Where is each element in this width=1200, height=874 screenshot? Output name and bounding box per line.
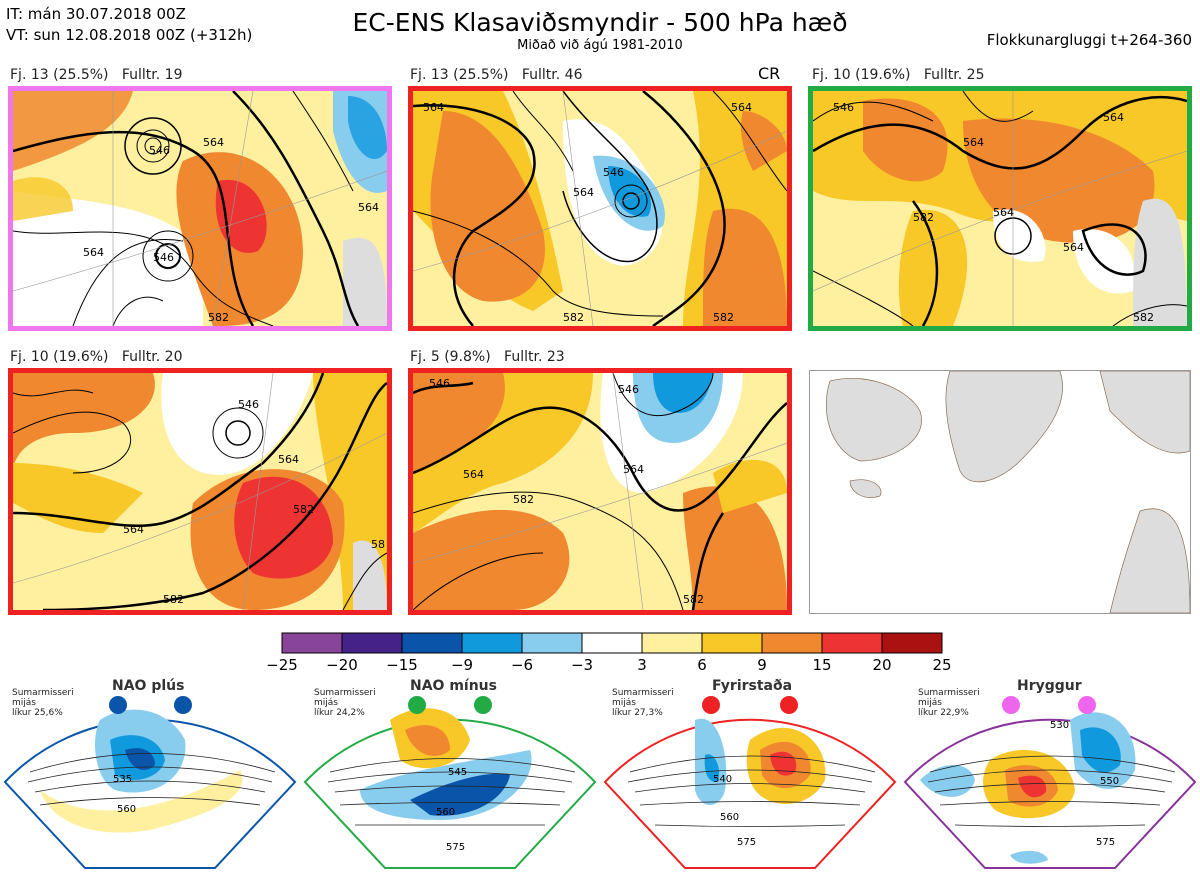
color-scale-tick: 25 [932,656,952,674]
color-swatch [821,632,883,654]
color-scale-tick: −20 [326,656,358,674]
cluster-map-3: 546 564 564 582 564 564 582 [808,86,1192,331]
header-info: IT: mán 30.07.2018 00Z VT: sun 12.08.201… [6,4,252,46]
regime-title: Fyrirstaða [712,678,793,694]
contour-label: 546 [149,144,170,157]
regime-contour: 560 [117,804,136,815]
contour-label: 564 [993,206,1014,219]
regime-text: Sumarmisseri mijás líkur 25,6% [12,688,74,718]
color-scale-tick: −25 [266,656,298,674]
contour-label: 564 [423,101,444,114]
cluster-map-5: 546 546 564 582 564 582 [408,368,792,615]
color-scale-tick: 6 [697,656,707,674]
regime-nao-plus: 535 560 NAO plús Sumarmisseri mijás líkur … [0,678,300,870]
regime-contour: 575 [1096,837,1115,848]
regime-contour: 540 [713,774,732,785]
regime-contour: 545 [448,767,467,778]
color-swatch [521,632,583,654]
color-scale-tick: 15 [812,656,832,674]
panel-4-label: Fj. 10 (19.6%) Fulltr. 20 [10,349,183,365]
reference-map [809,370,1191,614]
valid-time: VT: sun 12.08.2018 00Z (+312h) [6,26,253,44]
contour-label: 582 [563,311,584,324]
regime-contour: 560 [720,812,739,823]
regime-contour: 575 [737,837,756,848]
regime-contour: 550 [1100,776,1119,787]
regime-contour: 530 [1050,720,1069,731]
color-swatch [881,632,943,654]
contour-label: 546 [833,101,854,114]
color-swatch [701,632,763,654]
regime-title: Hryggur [1017,678,1082,694]
contour-label: 564 [731,101,752,114]
color-swatch [461,632,523,654]
panel-3-label: Fj. 10 (19.6%) Fulltr. 25 [812,67,985,83]
contour-label: 582 [208,311,229,324]
regime-contour: 560 [436,807,455,818]
contour-label: 582 [513,493,534,506]
color-scale-tick: 9 [757,656,767,674]
panel-2-badge: CR [758,64,781,83]
panel-2-label: Fj. 13 (25.5%) Fulltr. 46 [410,67,583,83]
contour-label: 582 [293,503,314,516]
cluster-map-2: 564 546 564 582 582 564 [408,86,792,331]
color-scale-tick: −9 [450,656,474,674]
regime-marker [109,696,127,714]
color-swatch [401,632,463,654]
panel-5-label: Fj. 5 (9.8%) Fulltr. 23 [410,349,565,365]
regime-text: Sumarmisseri mijás líkur 22,9% [918,688,980,718]
color-swatch [641,632,703,654]
regime-blocking: 540 560 575 Fyrirstaða Sumarmisseri mijás… [600,678,900,870]
contour-label: 546 [603,166,624,179]
contour-label: 546 [618,383,639,396]
color-scale-tick: 20 [872,656,892,674]
contour-label: 564 [1063,241,1084,254]
regime-text: Sumarmisseri mijás líkur 27,3% [612,688,674,718]
regime-contour: 535 [113,774,132,785]
contour-label: 564 [358,201,379,214]
regime-marker [174,696,192,714]
color-scale-tick: −15 [386,656,418,674]
contour-label: 582 [1133,311,1154,324]
page-subtitle: Miðað við ágú 1981-2010 [517,38,683,53]
color-scale [280,632,944,658]
regime-nao-minus: 545 560 575 NAO mínus Sumarmisseri mijás l… [300,678,600,870]
color-swatch [341,632,403,654]
cluster-map-1: 546 564 564 582 546 564 [8,86,392,331]
regime-title: NAO plús [112,678,185,694]
color-scale-tick: −6 [510,656,534,674]
regime-text: Sumarmisseri mijás líkur 24,2% [314,688,376,718]
regime-contour: 575 [446,842,465,853]
cluster-map-4: 546 564 564 582 582 58 [8,368,392,615]
contour-label: 546 [429,377,450,390]
contour-label: 564 [623,463,644,476]
contour-label: 564 [123,523,144,536]
contour-label: 564 [463,468,484,481]
contour-label: 564 [203,136,224,149]
contour-label: 582 [913,211,934,224]
panel-1-label: Fj. 13 (25.5%) Fulltr. 19 [10,67,183,83]
contour-label: 564 [83,246,104,259]
page-title: EC-ENS Klasaviðsmyndir - 500 hPa hæð [352,8,848,37]
contour-label: 582 [713,311,734,324]
contour-label: 58 [371,538,385,551]
init-time: IT: mán 30.07.2018 00Z [6,5,186,23]
color-swatch [281,632,343,654]
contour-label: 564 [1103,111,1124,124]
color-swatch [581,632,643,654]
contour-label: 582 [683,593,704,606]
regime-ridge: 530 550 575 Hryggur Sumarmisseri mijás lík… [900,678,1200,870]
contour-label: 564 [573,186,594,199]
contour-label: 582 [163,593,184,606]
color-scale-tick: 3 [637,656,647,674]
color-swatch [761,632,823,654]
color-scale-tick: −3 [570,656,594,674]
window-label: Flokkunargluggi t+264-360 [986,31,1192,49]
regime-title: NAO mínus [410,678,497,694]
contour-label: 546 [238,398,259,411]
contour-label: 564 [963,136,984,149]
contour-label: 564 [278,453,299,466]
contour-label: 546 [153,251,174,264]
